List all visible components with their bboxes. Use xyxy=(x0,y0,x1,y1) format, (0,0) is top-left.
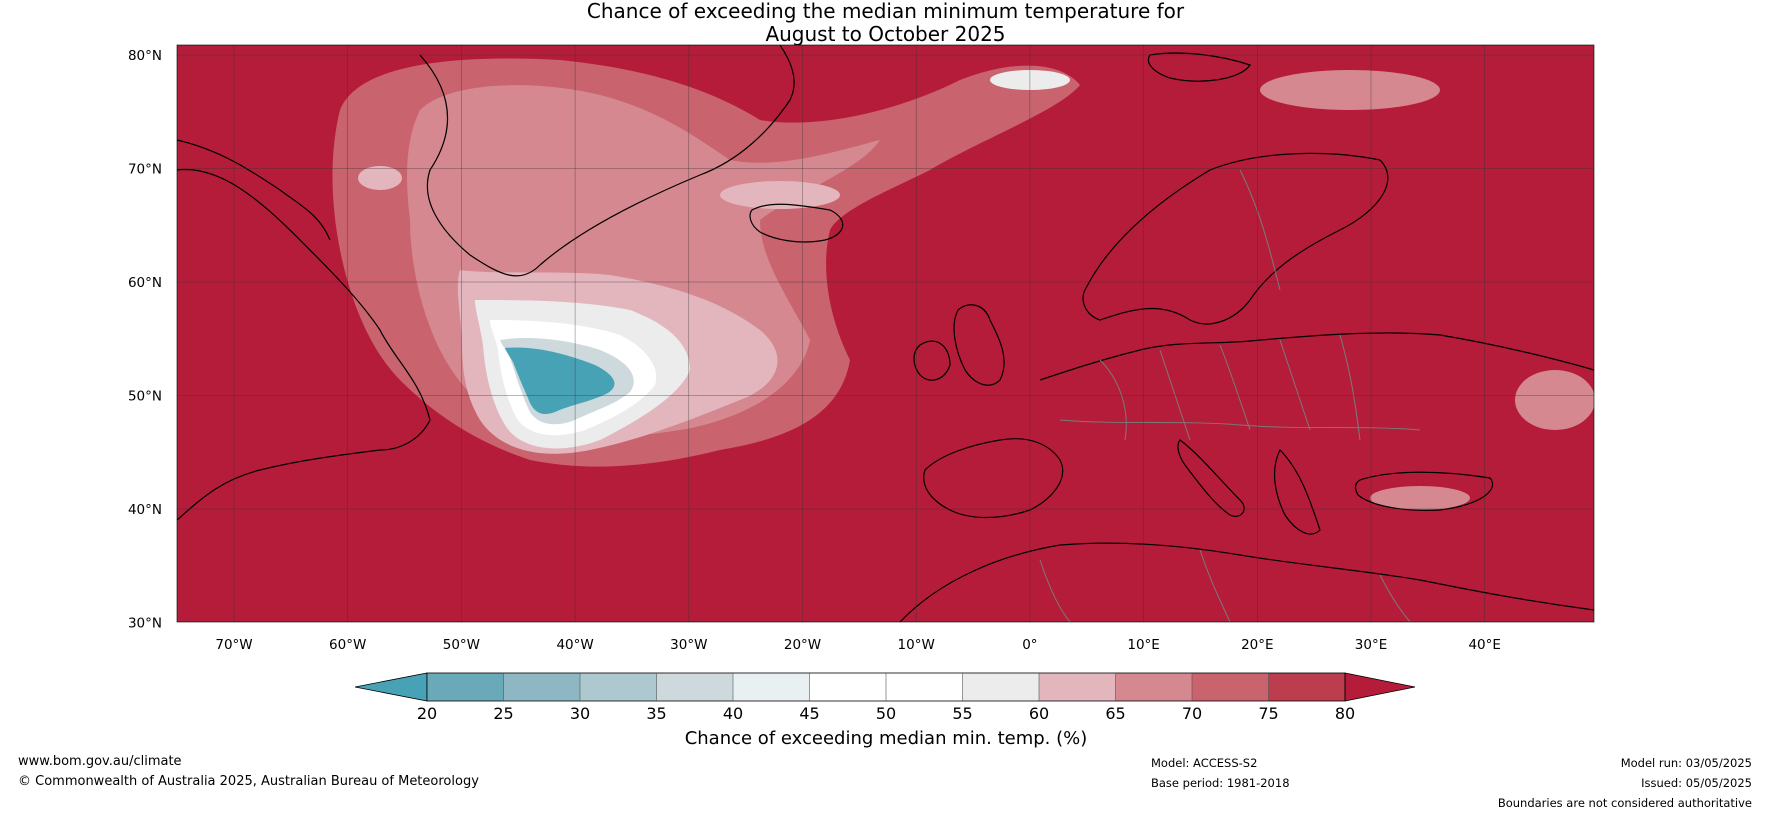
footer-disclaimer: Boundaries are not considered authoritat… xyxy=(1497,796,1752,810)
colorbar-extend-high xyxy=(1344,672,1416,702)
colorbar-tick-label: 45 xyxy=(799,704,819,723)
lon-tick-label: 30°W xyxy=(670,637,707,653)
lon-tick-label: 20°E xyxy=(1241,637,1273,653)
coastlines xyxy=(177,45,1594,622)
colorbar-extend-low xyxy=(354,672,428,702)
footer-issued: Issued: 05/05/2025 xyxy=(1641,776,1752,790)
contour-band-east xyxy=(1515,370,1594,430)
contour-band-baffin xyxy=(358,166,402,190)
colorbar-segment xyxy=(427,673,504,701)
colorbar-segment xyxy=(962,673,1039,701)
probability-contours xyxy=(332,58,1594,510)
country-borders xyxy=(1039,169,1421,622)
colorbar-segment xyxy=(580,673,657,701)
lon-tick-label: 20°W xyxy=(784,637,821,653)
contour-band-black-sea xyxy=(1370,486,1470,510)
contour-band-barents xyxy=(1260,70,1440,110)
lon-tick-label: 50°W xyxy=(443,637,480,653)
longitude-ticks: 70°W 60°W 50°W 40°W 30°W 20°W 10°W 0° 10°E 20°E 30… xyxy=(215,637,1501,653)
lon-tick-label: 10°W xyxy=(898,637,935,653)
colorbar-tick-label: 20 xyxy=(417,704,437,723)
colorbar-segment xyxy=(1268,673,1345,701)
lon-tick-label: 30°E xyxy=(1355,637,1387,653)
colorbar-segment xyxy=(503,673,580,701)
title-line-1: Chance of exceeding the median minimum t… xyxy=(586,0,1185,23)
footer-base-period: Base period: 1981-2018 xyxy=(1151,776,1290,790)
colorbar-tick-label: 25 xyxy=(493,704,513,723)
colorbar-tick-label: 80 xyxy=(1335,704,1355,723)
map-frame xyxy=(176,44,1595,623)
lon-tick-label: 70°W xyxy=(215,637,252,653)
colorbar-tick-label: 65 xyxy=(1105,704,1125,723)
colorbar-segment xyxy=(733,673,810,701)
lat-tick-label: 80°N xyxy=(128,48,162,64)
lon-tick-label: 60°W xyxy=(329,637,366,653)
colorbar-segment xyxy=(809,673,886,701)
colorbar-tick-label: 30 xyxy=(570,704,590,723)
contour-band-iceland xyxy=(720,181,840,209)
footer-website: www.bom.gov.au/climate xyxy=(18,754,182,769)
lon-tick-label: 40°E xyxy=(1468,637,1500,653)
contour-band-20 xyxy=(505,347,615,415)
colorbar-tick-label: 40 xyxy=(723,704,743,723)
map-panel xyxy=(177,45,1594,622)
colorbar-tick-label: 75 xyxy=(1258,704,1278,723)
colorbar-segment xyxy=(886,673,963,701)
lat-tick-label: 40°N xyxy=(128,502,162,518)
colorbar-title: Chance of exceeding median min. temp. (%… xyxy=(684,728,1088,749)
lon-tick-label: 10°E xyxy=(1127,637,1159,653)
colorbar-tick-label: 60 xyxy=(1029,704,1049,723)
latitude-ticks: 80°N 70°N 60°N 50°N 40°N 30°N xyxy=(128,48,162,632)
gridlines xyxy=(177,45,1594,622)
lat-tick-label: 50°N xyxy=(128,389,162,405)
colorbar-segment xyxy=(1039,673,1116,701)
lat-tick-label: 30°N xyxy=(128,616,162,632)
footer-model-run: Model run: 03/05/2025 xyxy=(1620,756,1752,770)
lon-tick-label: 40°W xyxy=(556,637,593,653)
colorbar-segment xyxy=(1192,673,1269,701)
lat-tick-label: 60°N xyxy=(128,275,162,291)
colorbar-tick-label: 70 xyxy=(1182,704,1202,723)
footer-copyright: © Commonwealth of Australia 2025, Austra… xyxy=(18,774,479,789)
colorbar: 20 25 30 35 40 45 50 55 60 65 70 75 80 xyxy=(354,672,1416,723)
colorbar-segment xyxy=(656,673,733,701)
lon-tick-label: 0° xyxy=(1022,637,1037,653)
colorbar-tick-label: 35 xyxy=(646,704,666,723)
colorbar-tick-label: 55 xyxy=(952,704,972,723)
title-line-2: August to October 2025 xyxy=(765,22,1006,46)
footer-model: Model: ACCESS-S2 xyxy=(1151,756,1258,770)
lat-tick-label: 70°N xyxy=(128,162,162,178)
colorbar-tick-label: 50 xyxy=(876,704,896,723)
colorbar-segment xyxy=(1115,673,1192,701)
